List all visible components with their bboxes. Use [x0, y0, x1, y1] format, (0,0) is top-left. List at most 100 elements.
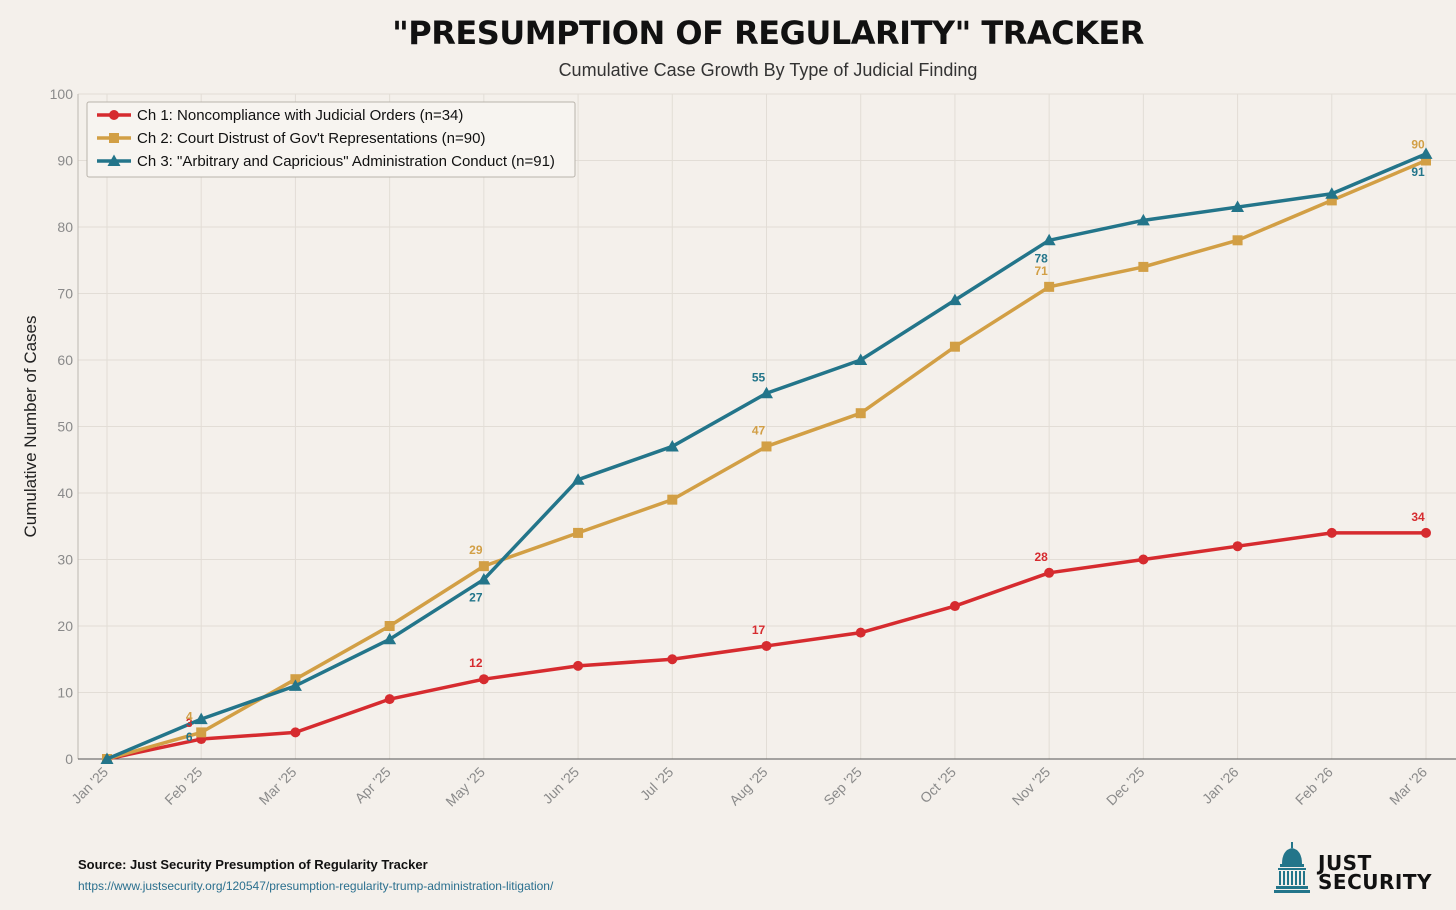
data-point [855, 627, 866, 638]
data-point [1232, 541, 1243, 552]
data-point [571, 473, 585, 485]
data-label: 78 [1034, 251, 1048, 265]
data-point [854, 353, 868, 365]
data-point [1421, 155, 1431, 166]
data-point [1419, 147, 1433, 159]
capitol-dome-icon [1274, 842, 1310, 893]
y-tick-label: 10 [57, 685, 73, 701]
y-tick-label: 60 [57, 352, 73, 368]
logo-text-security: SECURITY [1318, 870, 1432, 894]
legend-label: Ch 3: "Arbitrary and Capricious" Adminis… [137, 153, 555, 170]
y-tick-label: 50 [57, 419, 73, 435]
data-label: 90 [1411, 138, 1425, 152]
x-tick-label: Feb '25 [161, 764, 205, 808]
source-link[interactable]: https://www.justsecurity.org/120547/pres… [78, 879, 554, 893]
data-point [665, 439, 679, 452]
data-point [1232, 235, 1243, 246]
data-point [384, 621, 395, 631]
data-point [760, 386, 773, 399]
data-label: 3 [186, 716, 193, 730]
grid [78, 93, 1456, 760]
data-point [573, 660, 584, 671]
x-tick-label: Jan '26 [1199, 764, 1242, 807]
data-label: 91 [1411, 165, 1425, 179]
data-point [1325, 187, 1339, 199]
x-tick-label: Nov '25 [1009, 764, 1054, 809]
legend-box [86, 101, 576, 178]
chart-subtitle: Cumulative Case Growth By Type of Judici… [558, 60, 978, 80]
data-point [949, 341, 960, 352]
x-tick-label: Mar '26 [1386, 764, 1430, 808]
y-tick-label: 90 [57, 153, 73, 169]
data-label: 12 [469, 656, 483, 670]
data-point [288, 679, 302, 691]
x-tick-label: Oct '25 [917, 764, 960, 807]
data-point [478, 674, 489, 685]
data-point [477, 572, 491, 585]
data-point [1044, 281, 1055, 292]
legend: Ch 1: Noncompliance with Judicial Orders… [86, 101, 576, 178]
data-labels: 3 12 17 28 34 4 29 47 71 90 6 27 55 78 91 [186, 138, 1425, 745]
series-1 [102, 527, 1431, 764]
data-point [1138, 261, 1149, 272]
x-tick-label: May '25 [442, 764, 488, 810]
data-point [573, 527, 584, 538]
data-point [1044, 567, 1055, 578]
data-point [1421, 527, 1431, 538]
data-point [855, 408, 866, 419]
legend-marker [107, 154, 121, 166]
y-tick-label: 20 [57, 618, 73, 634]
x-tick-label: Sep '25 [820, 764, 865, 809]
y-tick-label: 100 [50, 86, 74, 102]
data-point [667, 654, 678, 665]
data-label: 55 [752, 370, 766, 384]
data-point [1231, 200, 1245, 213]
data-point [761, 441, 772, 452]
data-point [478, 561, 489, 572]
y-tick-label: 40 [57, 485, 73, 501]
legend-entry-3: Ch 3: "Arbitrary and Capricious" Adminis… [97, 153, 555, 170]
series-layer [100, 147, 1433, 764]
y-axis-title: Cumulative Number of Cases [21, 315, 40, 537]
data-point [667, 494, 678, 505]
x-tick-label: Jun '25 [539, 764, 582, 807]
legend-label: Ch 2: Court Distrust of Gov't Representa… [137, 130, 485, 147]
data-point [290, 674, 301, 685]
data-label: 27 [469, 590, 483, 604]
logo-text-just: JUST [1318, 851, 1372, 875]
y-tick-label: 0 [65, 751, 73, 767]
y-tick-label: 70 [57, 286, 73, 302]
data-point [290, 727, 301, 738]
y-tick-label: 80 [57, 219, 73, 235]
data-point [1326, 195, 1337, 206]
legend-label: Ch 1: Noncompliance with Judicial Orders… [137, 107, 463, 124]
data-point [949, 601, 960, 612]
data-point [1136, 213, 1150, 226]
data-label: 47 [752, 423, 766, 437]
legend-marker [109, 110, 119, 120]
series-3 [100, 147, 1433, 764]
legend-entry-2: Ch 2: Court Distrust of Gov't Representa… [97, 130, 485, 147]
data-point [1138, 554, 1149, 565]
data-point [383, 632, 397, 645]
data-point [761, 640, 772, 651]
legend-entry-1: Ch 1: Noncompliance with Judicial Orders… [97, 107, 463, 124]
data-point [384, 694, 395, 705]
x-tick-label: Feb '26 [1292, 764, 1336, 808]
x-tick-label: Dec '25 [1103, 764, 1148, 809]
y-tick-label: 30 [57, 552, 73, 568]
axes: 0 10 20 30 40 50 60 70 80 90 100 Jan '25 Feb '25 Mar … [21, 86, 1456, 809]
data-point [1042, 233, 1056, 246]
legend-marker [109, 133, 119, 143]
x-tick-label: Mar '25 [256, 764, 300, 808]
data-point [948, 293, 962, 306]
data-label: 17 [752, 623, 766, 637]
data-label: 71 [1034, 264, 1048, 278]
just-security-logo: JUST SECURITY [1274, 840, 1434, 896]
source-text: Source: Just Security Presumption of Reg… [78, 857, 428, 872]
data-point [100, 752, 114, 764]
data-label: 6 [186, 730, 193, 744]
chart-title: "PRESUMPTION OF REGULARITY" TRACKER [392, 14, 1144, 52]
x-tick-label: Apr '25 [351, 764, 394, 807]
